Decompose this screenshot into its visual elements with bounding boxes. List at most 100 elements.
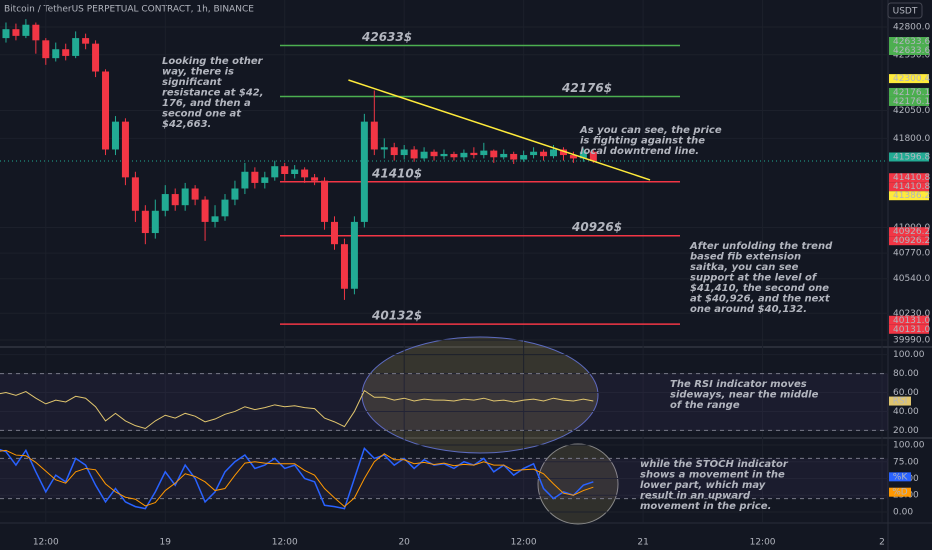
candle-body	[540, 151, 548, 157]
candle-body	[340, 244, 348, 289]
candle-body	[330, 221, 338, 245]
y-tick-label: 42550.0	[893, 50, 930, 60]
annotation: way, there is	[162, 67, 234, 78]
candle-body	[301, 169, 309, 178]
legend-label: %K	[893, 472, 909, 482]
candle-body	[131, 177, 139, 211]
price-marker-label: 41410.8	[893, 173, 930, 183]
price-marker	[889, 227, 929, 237]
candle-body	[520, 155, 528, 160]
highlight-circle	[537, 443, 619, 525]
annotation: Looking the other	[162, 56, 264, 67]
candle-body	[181, 188, 189, 206]
price-marker	[889, 74, 929, 84]
series-line	[0, 446, 594, 510]
band-fill	[0, 458, 888, 499]
annotation: After unfolding the trend	[689, 241, 833, 252]
annotation: one around $40,132.	[690, 304, 807, 315]
price-marker-label: 40131.0	[893, 316, 930, 326]
currency-button-label[interactable]: USDT	[893, 7, 918, 17]
currency-button[interactable]	[887, 2, 923, 19]
price-marker-label: 40926.2	[893, 227, 930, 237]
candle-body	[360, 121, 368, 222]
candle-body	[321, 180, 329, 222]
candle-body	[82, 38, 90, 44]
price-marker	[889, 182, 929, 192]
legend-label: %D	[892, 488, 908, 498]
annotation: of the range	[670, 400, 740, 411]
candle-body	[480, 150, 488, 156]
candle-body	[550, 149, 558, 157]
annotation: The RSI indicator moves	[670, 379, 807, 390]
candle-body	[281, 166, 289, 175]
price-marker	[889, 191, 929, 201]
candle-body	[102, 71, 110, 150]
y-tick-label: 41800.0	[893, 134, 930, 144]
x-tick-label: 2	[879, 538, 885, 548]
x-tick-label: 12:00	[33, 538, 59, 548]
y-tick-label: 42800.0	[893, 22, 930, 32]
price-marker	[889, 315, 929, 325]
candle-body	[390, 147, 398, 156]
candle-body	[410, 149, 418, 159]
y-tick-label: 100.00	[893, 350, 925, 360]
candle-body	[380, 147, 388, 150]
annotation: $42,663.	[162, 119, 211, 130]
annotation: while the STOCH indicator	[640, 459, 789, 470]
series-line	[0, 389, 594, 430]
candle-body	[191, 188, 199, 200]
price-marker-label: 42176.1	[893, 97, 930, 107]
candle-body	[510, 153, 518, 160]
y-tick-label: 20.00	[893, 426, 919, 436]
price-marker	[889, 96, 929, 106]
candle-body	[231, 188, 239, 200]
price-marker-label: 41596.8	[893, 152, 930, 162]
candle-body	[151, 210, 159, 234]
candle-body	[201, 199, 209, 222]
candle-body	[72, 38, 80, 56]
annotation: significant	[162, 77, 223, 88]
annotation: $41,410, the second one	[690, 283, 829, 294]
price-marker-label: 41410.8	[893, 182, 930, 192]
annotation: second one at	[162, 109, 242, 120]
chart-title: Bitcoin / TetherUS PERPETUAL CONTRACT, 1…	[4, 5, 254, 15]
series-line	[0, 449, 594, 508]
x-tick-label: 12:00	[511, 538, 537, 548]
annotation: saitka, you can see	[690, 262, 799, 273]
candle-body	[121, 121, 129, 178]
y-tick-label: 100.00	[893, 441, 925, 451]
price-marker	[889, 45, 929, 55]
price-marker-label: 40926.2	[893, 236, 930, 246]
candle-body	[350, 221, 358, 289]
y-tick-label: 40230.0	[893, 309, 930, 319]
candle-body	[569, 155, 577, 159]
candle-body	[251, 171, 259, 183]
annotation: 176, and then a	[162, 98, 251, 109]
y-tick-label: 60.00	[893, 388, 919, 398]
price-marker-label: 41386.2	[893, 191, 930, 201]
level-label: 41410$	[371, 166, 422, 180]
x-tick-label: 19	[160, 538, 172, 548]
candle-body	[291, 169, 299, 175]
price-marker	[889, 36, 929, 46]
legend-label: RSI	[893, 397, 908, 407]
candle-body	[311, 177, 319, 181]
candle-body	[211, 216, 219, 222]
candle-body	[470, 152, 478, 156]
annotation: movement in the price.	[640, 501, 771, 512]
series-marker	[889, 487, 911, 497]
candle-body	[430, 151, 438, 157]
candle-body	[171, 194, 179, 206]
pane: 42800.042550.042050.041800.041000.040770…	[0, 19, 930, 345]
candle-body	[62, 49, 70, 56]
level-label: 42633$	[361, 30, 412, 44]
candle-body	[141, 210, 149, 234]
candle-body	[420, 151, 428, 159]
annotation: sideways, near the middle	[670, 390, 819, 401]
y-tick-label: 39990.0	[893, 335, 930, 345]
y-tick-label: 40540.0	[893, 274, 930, 284]
price-marker	[889, 236, 929, 246]
candle-body	[589, 151, 597, 161]
candle-body	[52, 49, 60, 59]
